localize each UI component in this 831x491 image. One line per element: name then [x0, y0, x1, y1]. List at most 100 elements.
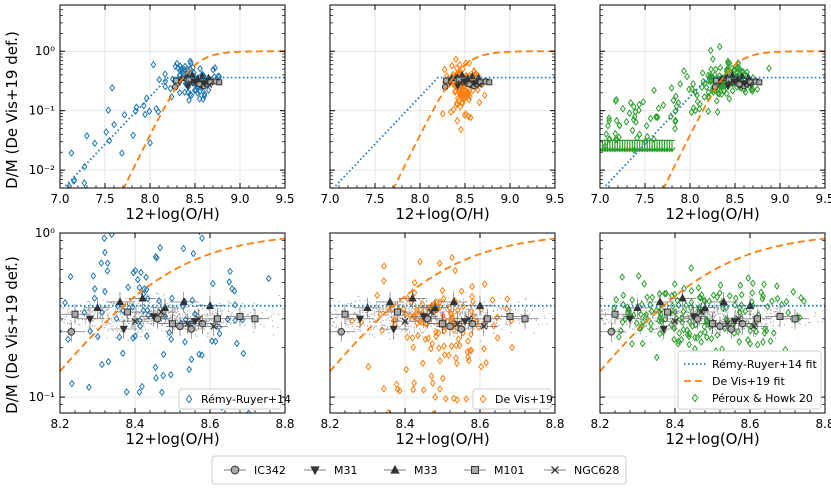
background-point: [741, 314, 743, 316]
background-point: [381, 316, 383, 319]
devis-data-point: [473, 317, 480, 326]
background-point: [211, 319, 213, 321]
background-point: [462, 298, 465, 300]
ngc628-marker: [187, 80, 194, 87]
background-point: [174, 315, 176, 317]
background-point: [602, 308, 604, 310]
background-point: [101, 319, 104, 321]
background-point: [391, 309, 393, 311]
remy-data-point: [191, 86, 198, 95]
peroux-data-point: [638, 310, 644, 319]
peroux-data-point: [717, 281, 724, 290]
background-point: [312, 325, 313, 326]
remy-ruyer-fit-line: [62, 76, 285, 188]
m101-marker: [713, 77, 720, 84]
background-point: [714, 308, 716, 310]
background-point: [270, 315, 273, 317]
background-point: [741, 309, 743, 311]
m101-marker: [521, 315, 529, 323]
peroux-data-point: [763, 326, 770, 335]
background-point: [119, 312, 122, 314]
background-point: [98, 313, 100, 315]
remy-data-point: [196, 94, 203, 103]
peroux-data-point: [749, 289, 756, 297]
peroux-data-point: [671, 324, 678, 333]
x-axis-label: 12+log(O/H): [665, 430, 759, 448]
background-point: [370, 313, 372, 315]
background-point: [764, 316, 766, 318]
m33-marker: [633, 303, 642, 312]
background-point: [622, 315, 624, 317]
background-point: [499, 297, 501, 299]
m31-marker: [85, 315, 95, 324]
background-point: [195, 335, 198, 337]
background-point: [435, 319, 437, 321]
peroux-data-point: [742, 88, 749, 97]
background-point: [572, 309, 573, 310]
background-point: [175, 311, 178, 313]
peroux-data-point: [680, 325, 687, 334]
remy-data-point: [156, 296, 162, 305]
devis-data-point: [380, 276, 387, 285]
panel-bottom-devis: 8.2 8.4 8.6 8.812+log(O/H)De Vis+19: [319, 232, 565, 448]
peroux-data-point: [629, 296, 635, 304]
devis-data-point: [427, 303, 434, 311]
background-point: [454, 313, 456, 315]
background-point: [94, 325, 96, 327]
background-point: [319, 304, 320, 305]
ngc628-marker: [184, 320, 191, 328]
background-point: [605, 312, 607, 314]
background-point: [592, 315, 593, 316]
peroux-data-point: [774, 294, 781, 303]
m101-marker: [214, 315, 221, 323]
background-point: [380, 322, 382, 324]
background-point: [717, 311, 719, 313]
background-point: [715, 328, 717, 330]
devis-data-point: [456, 60, 463, 69]
background-point: [207, 309, 209, 311]
devis-data-point: [417, 257, 423, 266]
remy-data-point: [23, 398, 28, 404]
remy-data-point: [175, 64, 181, 72]
background-point: [354, 328, 356, 330]
background-point: [675, 324, 678, 326]
background-point: [510, 309, 513, 311]
peroux-data-point: [605, 121, 611, 130]
background-point: [170, 303, 172, 306]
background-point: [62, 307, 64, 310]
background-point: [144, 326, 146, 328]
background-point: [120, 330, 122, 333]
background-point: [600, 309, 603, 312]
background-point: [208, 319, 211, 321]
devis-data-point: [449, 253, 455, 262]
background-point: [652, 317, 654, 319]
background-point: [108, 312, 110, 314]
background-point: [185, 313, 187, 315]
remy-data-point: [156, 75, 163, 84]
background-point: [414, 332, 416, 334]
devis-data-point: [494, 313, 500, 322]
background-point: [710, 315, 712, 317]
peroux-data-point: [671, 280, 678, 288]
background-point: [424, 328, 427, 330]
background-point: [201, 304, 204, 306]
background-point: [104, 310, 106, 312]
background-point: [132, 326, 135, 328]
background-point: [272, 334, 275, 336]
background-point: [412, 311, 414, 313]
background-point: [383, 324, 385, 326]
peroux-data-point: [643, 121, 650, 130]
background-point: [178, 312, 180, 315]
remy-data-point: [109, 84, 116, 92]
background-point: [222, 322, 224, 324]
background-point: [384, 309, 387, 311]
peroux-data-point: [678, 335, 685, 344]
background-point: [109, 322, 111, 325]
devis-data-point: [470, 297, 476, 306]
background-point: [809, 322, 812, 324]
background-point: [697, 302, 699, 304]
background-point: [688, 314, 690, 316]
background-point: [328, 311, 329, 312]
remy-data-point: [104, 267, 111, 275]
background-point: [698, 297, 701, 299]
